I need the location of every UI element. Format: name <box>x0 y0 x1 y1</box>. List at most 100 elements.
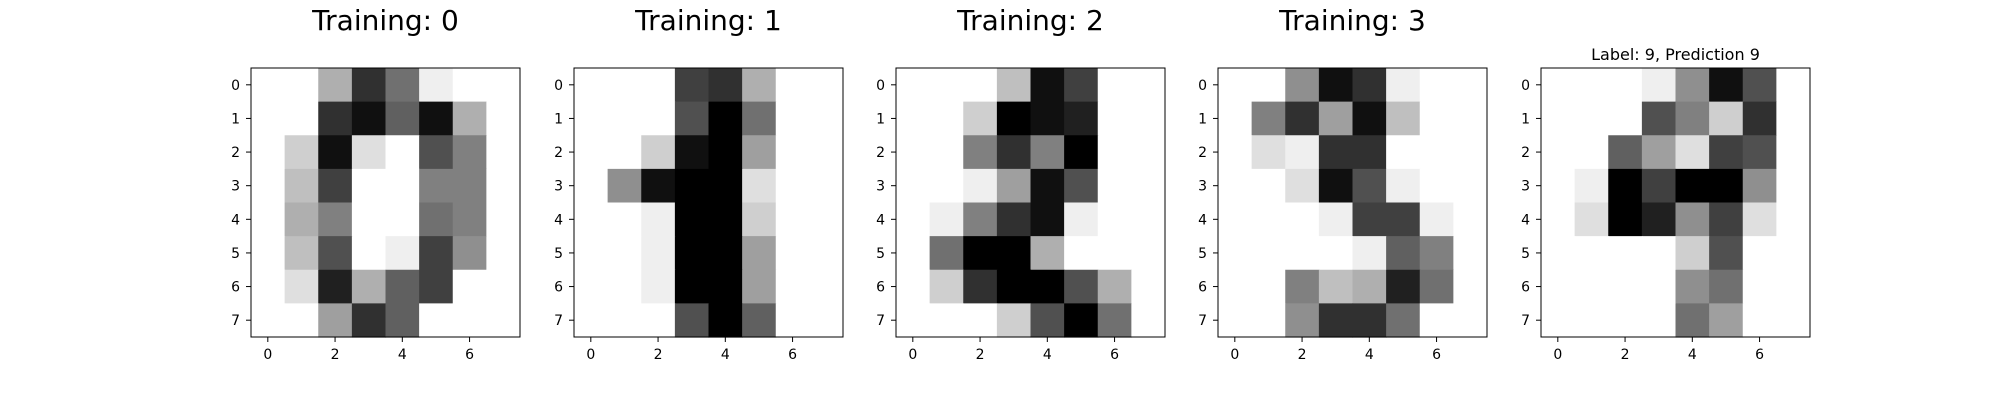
x-tick-label: 0 <box>263 347 272 363</box>
pixel-cell <box>1386 202 1421 237</box>
pixel-cell <box>1675 269 1710 304</box>
pixel-cell <box>674 168 710 204</box>
x-tick-label: 6 <box>788 347 797 363</box>
pixel-cell <box>1064 269 1099 304</box>
image-cells <box>896 68 1166 338</box>
pixel-cell <box>607 135 642 170</box>
pixel-cell <box>574 303 609 338</box>
pixel-cell <box>607 269 642 304</box>
pixel-cell <box>351 101 387 136</box>
pixel-cell <box>1453 303 1488 338</box>
pixel-cell <box>963 202 998 237</box>
pixel-cell <box>1742 68 1777 103</box>
pixel-cell <box>251 269 286 304</box>
panel-title: Training: 0 <box>311 4 459 37</box>
x-tick-label: 6 <box>1755 347 1764 363</box>
pixel-cell <box>641 135 676 170</box>
pixel-cell <box>1574 68 1609 103</box>
pixel-cell <box>708 168 743 204</box>
y-tick-label: 5 <box>554 246 563 262</box>
pixel-cell <box>452 168 487 204</box>
y-tick-label: 3 <box>1521 179 1530 195</box>
pixel-cell <box>574 236 609 271</box>
pixel-cell <box>742 269 777 304</box>
pixel-cell <box>318 202 353 237</box>
pixel-cell <box>1386 303 1421 338</box>
axes-frame <box>573 67 844 338</box>
pixel-cell <box>996 303 1032 338</box>
pixel-cell <box>351 236 387 271</box>
pixel-cell <box>1131 269 1166 304</box>
pixel-cell <box>1709 303 1744 338</box>
pixel-cell <box>963 303 998 338</box>
pixel-cell <box>775 168 810 204</box>
pixel-cell <box>1285 269 1320 304</box>
x-tick-label: 0 <box>908 347 917 363</box>
y-tick-label: 2 <box>231 145 240 161</box>
pixel-cell <box>1064 168 1099 204</box>
pixel-cell <box>1709 68 1744 103</box>
pixel-cell <box>1352 269 1387 304</box>
pixel-cell <box>1030 68 1065 103</box>
pixel-cell <box>1776 68 1811 103</box>
pixel-cell <box>809 101 844 136</box>
y-tick-label: 7 <box>554 313 563 329</box>
pixel-cell <box>1097 135 1132 170</box>
pixel-cell <box>1641 68 1677 103</box>
pixel-cell <box>708 303 743 338</box>
pixel-cell <box>1218 168 1253 204</box>
pixel-cell <box>251 135 286 170</box>
pixel-cell <box>708 202 743 237</box>
pixel-cell <box>742 135 777 170</box>
pixel-cell <box>1097 303 1132 338</box>
pixel-cell <box>1675 68 1710 103</box>
digit-panel-2: Training: 2 0 1 2 3 4 5 6 7 0 2 4 6 <box>876 4 1166 363</box>
pixel-cell <box>1318 68 1354 103</box>
pixel-cell <box>1285 168 1320 204</box>
pixel-cell <box>1574 236 1609 271</box>
pixel-cell <box>385 303 420 338</box>
pixel-cell <box>1131 101 1166 136</box>
pixel-cell <box>1541 135 1576 170</box>
pixel-cell <box>929 236 964 271</box>
pixel-cell <box>1574 135 1609 170</box>
pixel-cell <box>641 269 676 304</box>
x-tick-label: 0 <box>1553 347 1562 363</box>
pixel-cell <box>251 236 286 271</box>
pixel-cell <box>1709 236 1744 271</box>
x-tick-label: 4 <box>721 347 730 363</box>
pixel-cell <box>1608 269 1643 304</box>
pixel-cell <box>1608 168 1643 204</box>
panel-title: Training: 3 <box>1278 4 1426 37</box>
pixel-cell <box>1352 236 1387 271</box>
pixel-cell <box>452 202 487 237</box>
pixel-cell <box>1541 168 1576 204</box>
pixel-cell <box>641 168 676 204</box>
pixel-cell <box>351 202 387 237</box>
pixel-cell <box>1030 269 1065 304</box>
pixel-cell <box>251 202 286 237</box>
pixel-cell <box>1709 269 1744 304</box>
pixel-cell <box>708 101 743 136</box>
pixel-cell <box>1218 68 1253 103</box>
pixel-cell <box>351 135 387 170</box>
pixel-cell <box>641 303 676 338</box>
pixel-cell <box>674 68 710 103</box>
pixel-cell <box>284 236 319 271</box>
pixel-cell <box>419 236 454 271</box>
pixel-cell <box>896 101 931 136</box>
pixel-cell <box>385 135 420 170</box>
y-tick-label: 3 <box>1198 179 1207 195</box>
pixel-cell <box>1776 202 1811 237</box>
y-tick-label: 1 <box>231 111 240 127</box>
pixel-cell <box>1251 202 1286 237</box>
pixel-cell <box>1574 303 1609 338</box>
y-tick-label: 7 <box>1198 313 1207 329</box>
y-tick-label: 2 <box>876 145 885 161</box>
pixel-cell <box>1776 168 1811 204</box>
y-tick-label: 1 <box>1198 111 1207 127</box>
pixel-cell <box>896 269 931 304</box>
pixel-cell <box>1318 101 1354 136</box>
pixel-cell <box>1742 202 1777 237</box>
pixel-cell <box>486 135 521 170</box>
